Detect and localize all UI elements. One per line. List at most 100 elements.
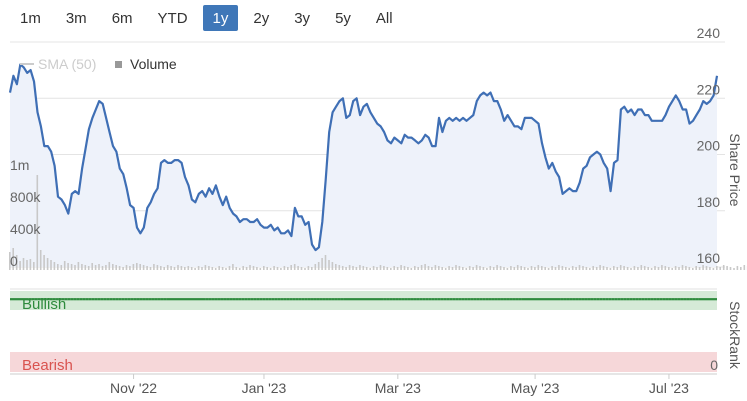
y-tick-label: 220	[697, 81, 721, 97]
volume-bar	[702, 265, 704, 270]
range-button-3m[interactable]: 3m	[56, 5, 97, 31]
volume-bar	[50, 260, 52, 270]
y-tick-label: 180	[697, 194, 721, 210]
volume-bar	[571, 266, 574, 270]
volume-bar	[609, 268, 612, 270]
range-button-2y[interactable]: 2y	[243, 5, 279, 31]
volume-bar	[496, 265, 498, 270]
volume-bar	[376, 267, 378, 270]
y-tick-label: 200	[697, 138, 721, 154]
volume-bar	[115, 265, 117, 270]
volume-bar	[551, 266, 553, 270]
volume-bar	[177, 265, 179, 270]
volume-bar	[369, 268, 371, 270]
range-button-6m[interactable]: 6m	[102, 5, 143, 31]
bearish-zone	[10, 352, 717, 372]
volume-bar	[462, 267, 464, 270]
volume-bar	[678, 267, 680, 270]
volume-bar	[122, 267, 124, 270]
volume-bar	[513, 267, 516, 270]
volume-bar	[335, 264, 337, 270]
volume-bar	[276, 267, 279, 270]
volume-bar	[242, 266, 244, 270]
volume-bar	[414, 266, 416, 270]
volume-bar	[589, 268, 591, 270]
volume-bar	[238, 268, 241, 270]
range-button-all[interactable]: All	[366, 5, 403, 31]
range-button-1y[interactable]: 1y	[202, 5, 239, 31]
range-button-5y[interactable]: 5y	[325, 5, 361, 31]
volume-bar	[633, 266, 636, 270]
legend-label-volume: Volume	[130, 56, 177, 72]
legend-item-volume[interactable]: Volume	[115, 56, 177, 72]
volume-bar	[455, 265, 457, 270]
volume-bar	[77, 262, 80, 270]
volume-bar	[249, 265, 251, 270]
volume-bar	[345, 267, 347, 270]
volume-bar	[362, 266, 365, 270]
volume-bar	[393, 266, 395, 270]
volume-tick-label: 1m	[10, 157, 29, 173]
x-tick-label: May '23	[511, 380, 560, 396]
volume-bar	[221, 267, 224, 270]
volume-bar	[640, 265, 643, 270]
volume-bar	[307, 266, 310, 270]
volume-bar	[688, 267, 691, 270]
volume-bar	[575, 267, 577, 270]
volume-bar	[235, 267, 238, 270]
volume-bar	[228, 266, 231, 270]
volume-bar	[379, 265, 382, 270]
volume-bar	[365, 267, 368, 270]
volume-bar	[197, 266, 200, 270]
volume-bar	[63, 261, 66, 270]
volume-bar	[444, 268, 447, 270]
volume-bar	[506, 268, 509, 270]
volume-bar	[503, 267, 505, 270]
y-tick-label: 240	[697, 25, 721, 41]
legend[interactable]: SMA (50) Volume	[20, 56, 177, 72]
volume-bar	[664, 266, 667, 270]
volume-bar	[578, 265, 581, 270]
range-button-ytd[interactable]: YTD	[148, 5, 198, 31]
volume-bar	[558, 265, 560, 270]
volume-bar	[194, 268, 196, 270]
volume-bar	[709, 267, 711, 270]
volume-bar	[352, 266, 354, 270]
volume-bar	[390, 268, 392, 270]
volume-bar	[468, 266, 471, 270]
volume-bar	[232, 264, 234, 270]
volume-bar	[554, 267, 557, 270]
volume-bar	[582, 266, 584, 270]
volume-bar	[654, 266, 656, 270]
volume-bar	[486, 268, 488, 270]
volume-bar	[208, 266, 210, 270]
volume-bar	[547, 268, 550, 270]
volume-bar	[489, 266, 492, 270]
volume-bar	[211, 267, 214, 270]
legend-item-sma[interactable]: SMA (50)	[20, 56, 96, 72]
volume-bar	[101, 266, 104, 270]
rank-zero-label: 0	[710, 357, 718, 373]
volume-bar	[170, 266, 172, 270]
volume-bar	[441, 267, 443, 270]
volume-bar	[427, 266, 430, 270]
volume-bar	[214, 268, 217, 270]
volume-bar	[585, 267, 588, 270]
volume-bar	[733, 268, 735, 270]
volume-bar	[420, 265, 423, 270]
volume-bar	[595, 267, 598, 270]
volume-bar	[685, 266, 687, 270]
volume-bar	[218, 266, 220, 270]
volume-bar	[173, 267, 176, 270]
volume-bar	[118, 266, 121, 270]
volume-bar	[630, 268, 632, 270]
volume-bar	[26, 260, 28, 270]
range-button-1m[interactable]: 1m	[10, 5, 51, 31]
range-button-3y[interactable]: 3y	[284, 5, 320, 31]
volume-bar	[719, 267, 721, 270]
volume-bar	[87, 266, 90, 270]
volume-bar	[60, 265, 63, 270]
volume-bar	[317, 262, 320, 270]
